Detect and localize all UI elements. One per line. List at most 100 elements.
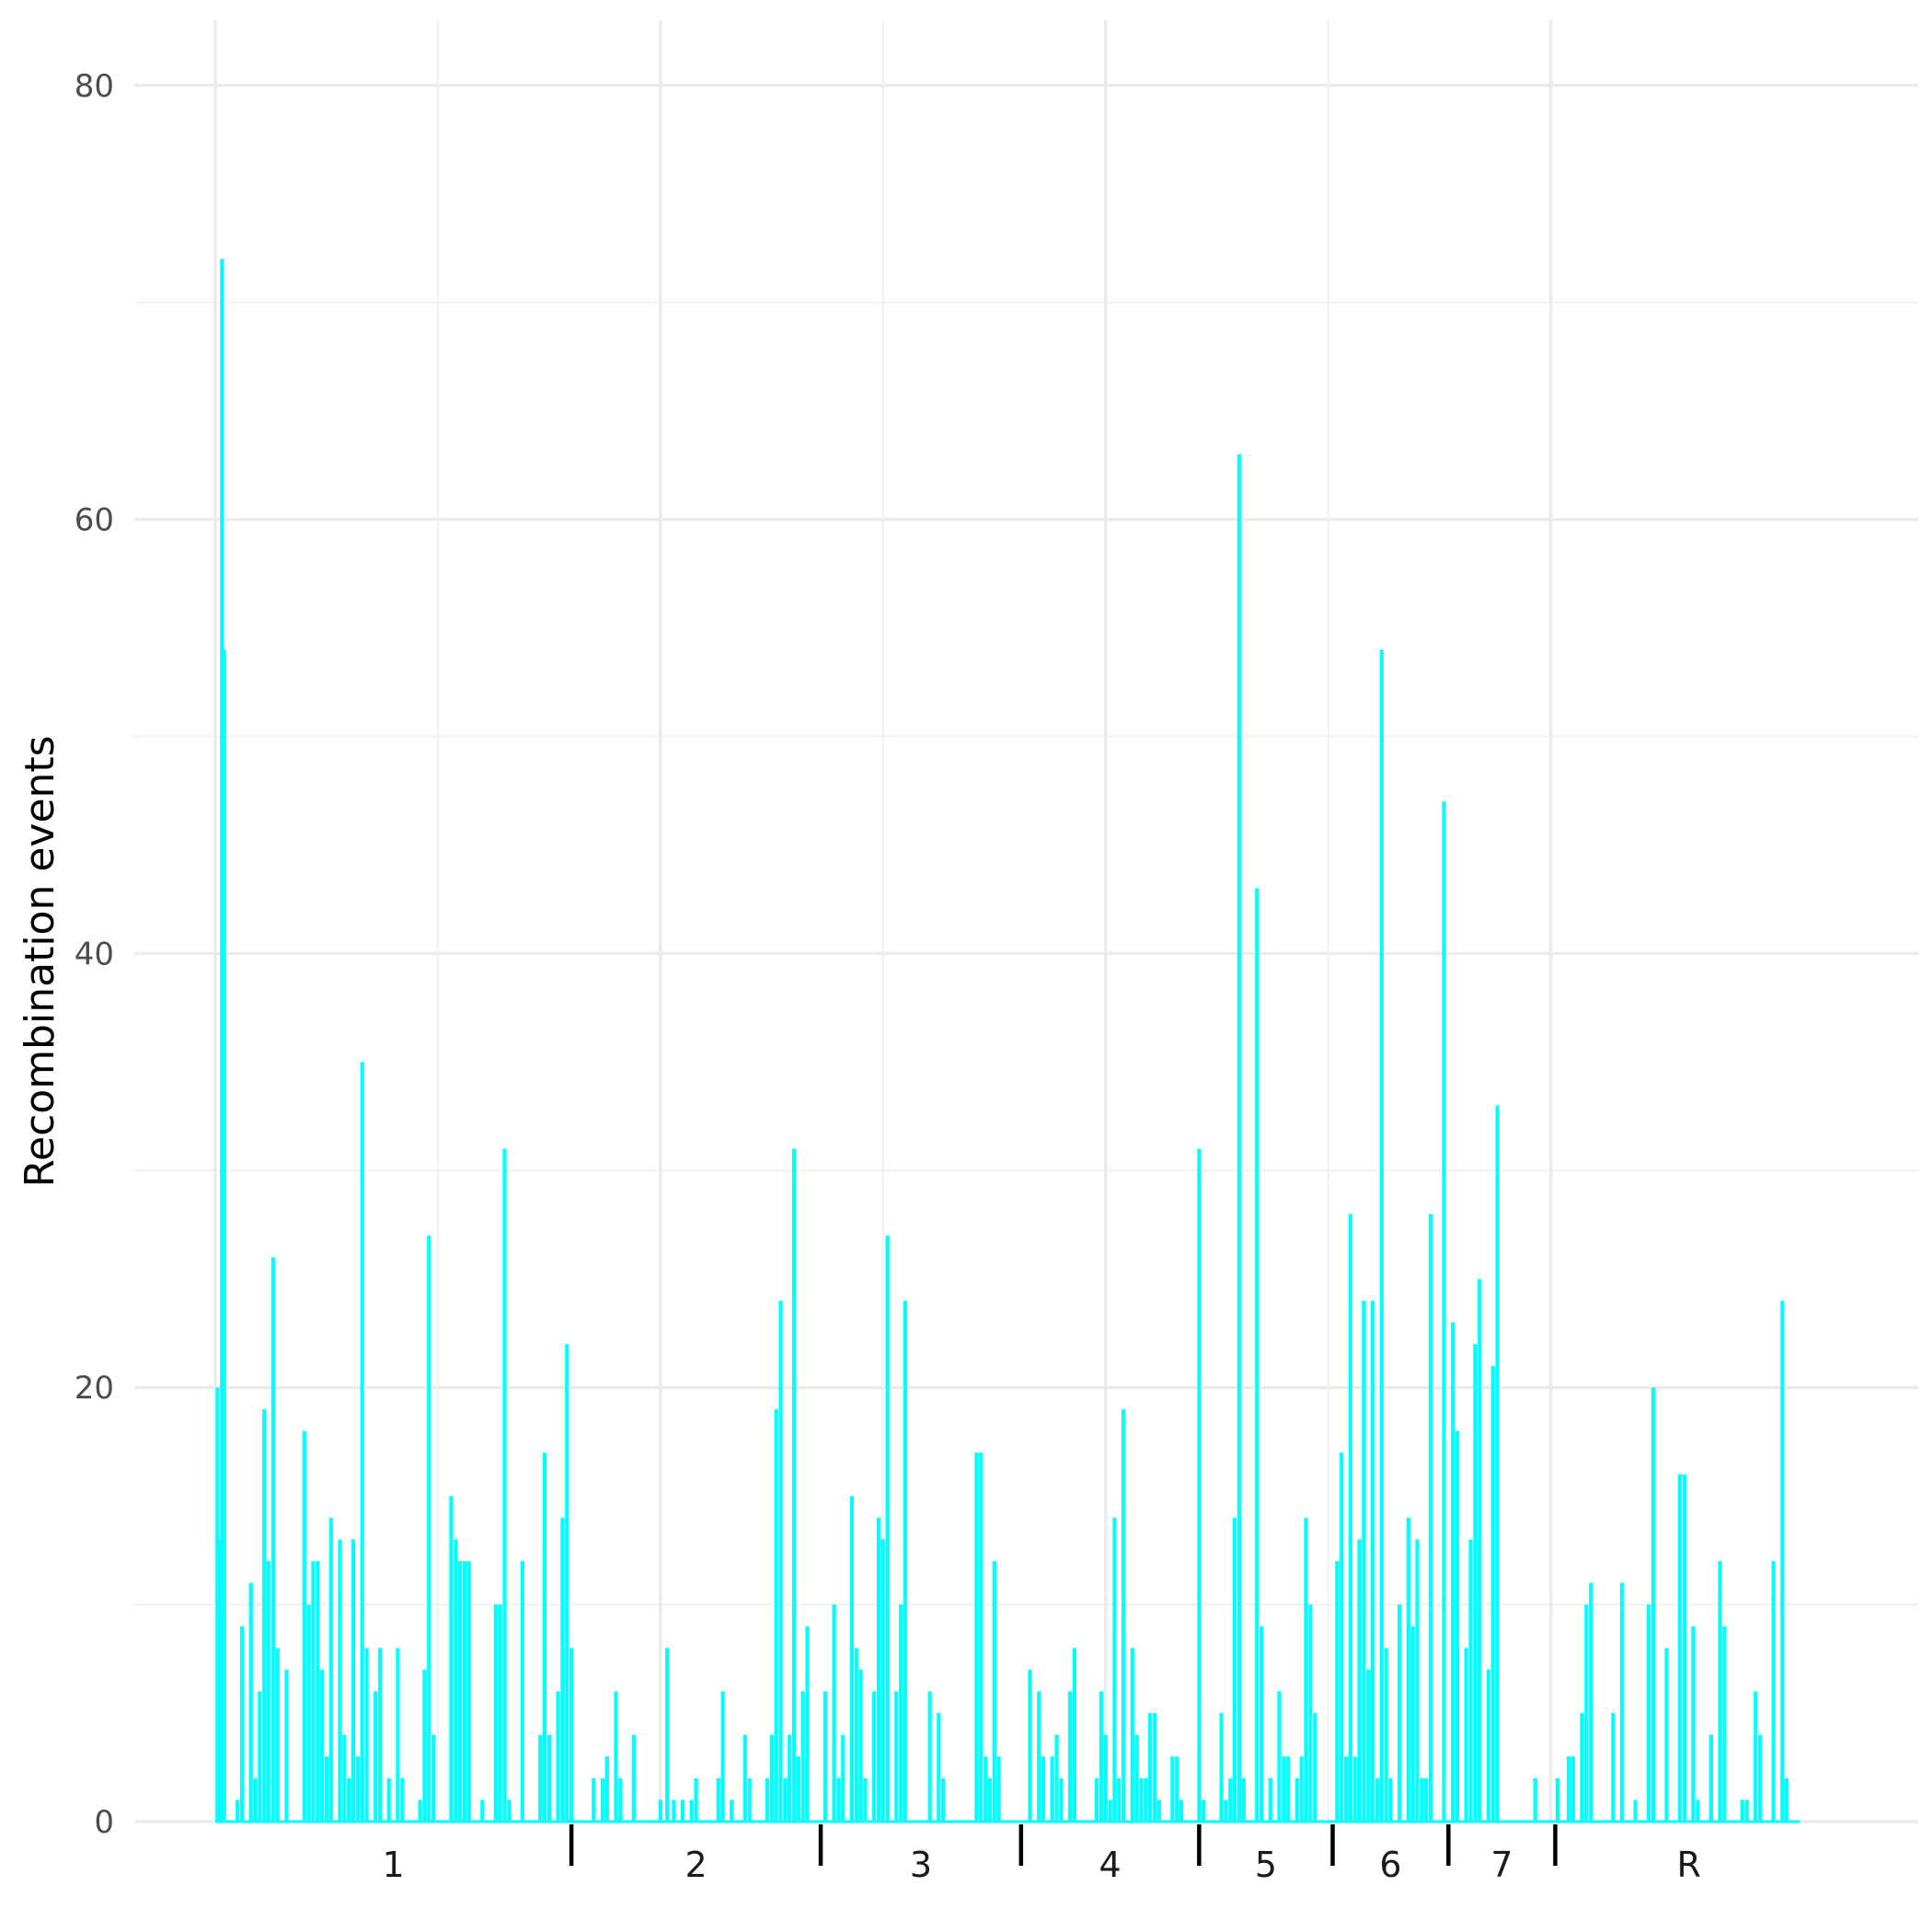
bar [672,1800,676,1822]
bar [1464,1648,1468,1822]
bar [328,1517,333,1822]
bar [720,1691,725,1822]
bar [239,1626,245,1822]
zero-baseline [215,1820,1800,1823]
bar [1379,650,1384,1822]
bar [466,1560,471,1822]
bar [1277,1691,1282,1822]
bar [941,1777,946,1822]
bar [1722,1626,1727,1822]
bar [1348,1213,1353,1822]
bar [983,1756,988,1822]
bar [462,1560,467,1822]
y-axis-title: Recombination events [17,735,63,1187]
bar [422,1669,427,1822]
bar [1682,1474,1686,1822]
bar [1566,1756,1571,1822]
bar [427,1236,431,1822]
bar [1455,1431,1460,1822]
bar [324,1756,329,1822]
bar [1255,888,1259,1822]
bar [1343,1756,1349,1822]
x-group-label: 2 [685,1845,707,1885]
bar [248,1582,253,1822]
bar [1179,1800,1184,1822]
bar [742,1734,747,1822]
bar [778,1300,783,1822]
bar [694,1777,698,1822]
y-axis-ticks: 0 20 40 60 80 [75,68,114,1841]
bar [1420,1777,1424,1822]
bar [1388,1777,1393,1822]
bar [658,1800,662,1822]
bar [979,1452,983,1822]
bar [1410,1626,1415,1822]
bar [316,1560,320,1822]
bar [1718,1560,1722,1822]
bar [360,1062,364,1822]
bar [565,1344,569,1822]
bar [1584,1604,1589,1822]
bar [849,1496,855,1822]
bar [1095,1777,1099,1822]
bar [1664,1648,1669,1822]
bar [1028,1669,1032,1822]
bar [1754,1691,1758,1822]
y-tick-label: 20 [75,1370,114,1407]
bar [1175,1756,1179,1822]
bar [270,1257,276,1822]
bar [1495,1105,1500,1822]
bar [449,1496,454,1822]
bar [1286,1756,1291,1822]
x-group-labels: 1 2 3 4 5 6 7 R [382,1845,1700,1885]
bar [974,1452,979,1822]
bar [1647,1604,1651,1822]
bar [614,1691,618,1822]
bar [1533,1777,1537,1822]
bar [858,1669,863,1822]
bar [351,1539,356,1822]
bar [1580,1713,1584,1822]
bar [364,1648,369,1822]
bar [791,1148,797,1822]
x-group-label: 3 [910,1845,932,1885]
bar [1268,1777,1272,1822]
bar [266,1560,271,1822]
bar [1362,1300,1366,1822]
bar [836,1777,841,1822]
y-tick-label: 80 [75,68,114,105]
bar [538,1734,543,1822]
bar [783,1777,788,1822]
bar [1352,1756,1357,1822]
bar [1148,1713,1153,1822]
bar [1304,1517,1308,1822]
bar [885,1236,890,1822]
bar [1744,1800,1749,1822]
bar [1771,1560,1776,1822]
bar [1121,1409,1126,1822]
bar [592,1777,596,1822]
bar [1424,1777,1429,1822]
x-group-label: 6 [1379,1845,1401,1885]
bar [1478,1279,1482,1822]
bar [1134,1734,1139,1822]
bar [1197,1148,1202,1822]
bar [338,1539,342,1822]
bar [1397,1604,1402,1822]
bar [765,1777,770,1822]
bar [774,1409,778,1822]
bar [284,1669,289,1822]
bar [1308,1604,1313,1822]
bar [1371,1300,1375,1822]
bar [355,1756,360,1822]
bars [215,259,1800,1823]
bar [1202,1800,1206,1822]
bar [1406,1517,1410,1822]
bar [1117,1777,1121,1822]
bar [987,1777,993,1822]
bar [1054,1734,1059,1822]
bar [1384,1648,1388,1822]
bar [747,1777,752,1822]
bar [1633,1800,1638,1822]
